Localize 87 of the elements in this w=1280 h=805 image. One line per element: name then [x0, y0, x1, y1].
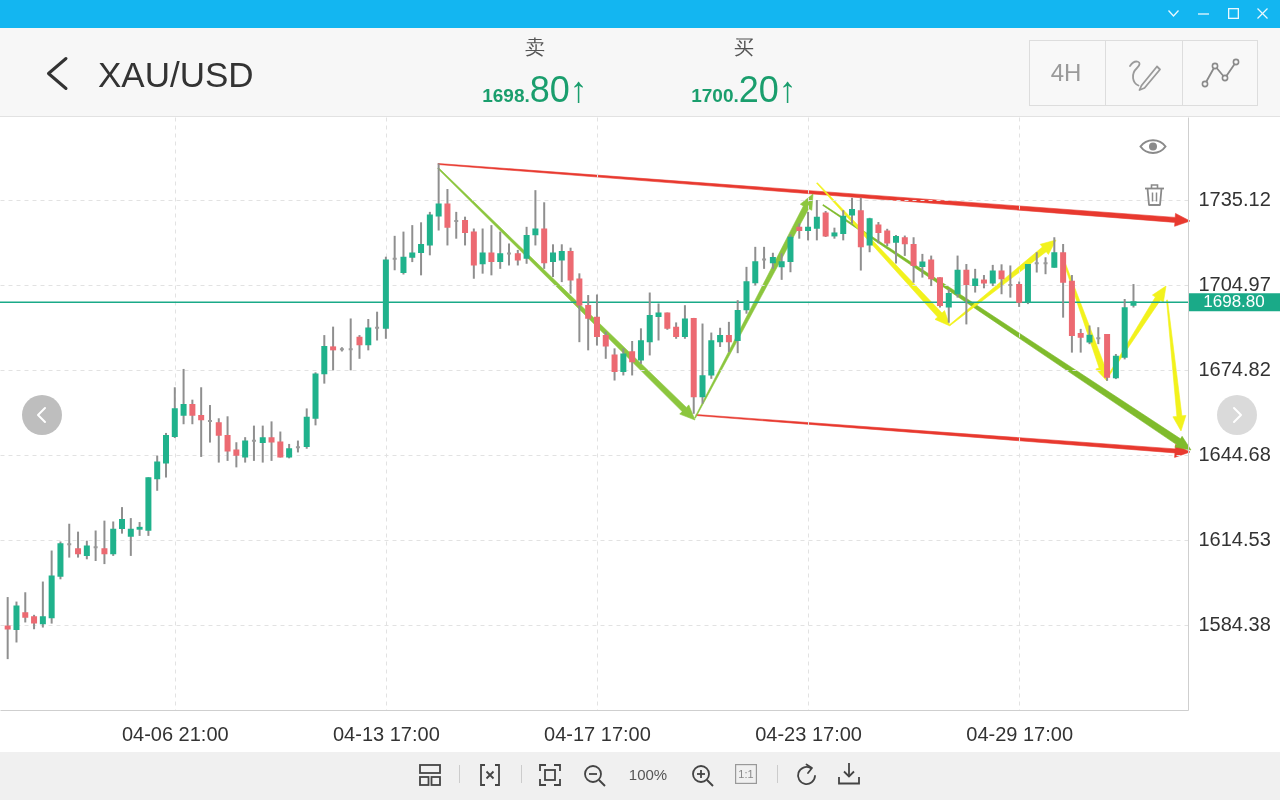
candlestick	[39, 581, 46, 628]
text: 4H	[1050, 59, 1082, 86]
y-tick-label: 1644.68	[1198, 443, 1271, 466]
candlestick	[180, 368, 187, 425]
candlestick	[787, 234, 794, 273]
candlestick	[268, 421, 275, 461]
candlestick	[822, 211, 829, 237]
candlestick	[22, 592, 29, 623]
candlestick	[198, 387, 205, 457]
candlestick	[259, 425, 266, 463]
x-tick-label: 04-06 21:00	[121, 722, 229, 745]
candlestick	[224, 416, 231, 461]
candlestick	[242, 437, 249, 463]
candlestick	[901, 235, 908, 256]
candlestick	[611, 348, 618, 381]
text: 买	[734, 36, 754, 58]
candlestick	[972, 268, 979, 293]
candlestick	[400, 231, 407, 275]
candlestick	[629, 341, 636, 376]
candlestick	[805, 211, 812, 241]
candlestick	[849, 197, 856, 224]
candlestick	[330, 326, 337, 371]
candlestick	[1112, 353, 1119, 380]
candlestick	[699, 323, 706, 404]
y-tick-label: 1735.12	[1198, 188, 1271, 211]
candlestick	[725, 321, 732, 353]
chart-title: XAU/USD	[98, 54, 254, 94]
candlestick	[752, 246, 759, 286]
candlestick	[523, 226, 530, 264]
candlestick	[356, 335, 363, 359]
candlestick	[365, 319, 372, 351]
candlestick	[233, 442, 240, 468]
candlestick	[585, 295, 592, 351]
candlestick	[989, 264, 996, 287]
candlestick	[778, 253, 785, 280]
x-tick-label: 04-13 17:00	[332, 722, 440, 745]
candlestick	[13, 601, 20, 643]
text: 1698.80↑	[482, 69, 588, 110]
candlestick	[101, 520, 108, 565]
x-tick-label: 04-29 17:00	[966, 722, 1074, 745]
y-tick-label: 1674.82	[1198, 358, 1271, 381]
candlestick	[119, 507, 126, 534]
candlestick	[681, 305, 688, 339]
candlestick	[963, 264, 970, 325]
candlestick	[75, 531, 82, 558]
candlestick	[1016, 281, 1023, 307]
candlestick	[637, 328, 644, 364]
candlestick	[919, 253, 926, 278]
candlestick	[1077, 328, 1084, 353]
candlestick	[602, 331, 609, 359]
candlestick	[127, 518, 134, 556]
candlestick	[998, 264, 1005, 295]
candlestick	[110, 521, 117, 556]
candlestick	[444, 189, 451, 246]
y-tick-label: 1584.38	[1198, 613, 1271, 636]
candlestick	[558, 244, 565, 283]
candlestick	[910, 237, 917, 283]
candlestick	[189, 399, 196, 425]
candlestick	[497, 231, 504, 269]
candlestick	[154, 455, 161, 491]
candlestick	[136, 522, 143, 536]
candlestick	[215, 418, 222, 463]
text: 1700.20↑	[691, 69, 797, 110]
candlestick	[813, 200, 820, 241]
y-tick-label: 1614.53	[1198, 528, 1271, 551]
candlestick	[893, 234, 900, 264]
candlestick	[593, 294, 600, 346]
text: 100%	[628, 765, 668, 783]
x-tick-label: 04-17 17:00	[544, 722, 651, 745]
candlestick	[840, 210, 847, 241]
candlestick	[277, 431, 284, 458]
candlestick	[488, 225, 495, 276]
candlestick	[418, 222, 425, 276]
candlestick	[435, 163, 442, 231]
candlestick	[928, 255, 935, 287]
candlestick	[954, 255, 961, 298]
candlestick	[549, 244, 556, 278]
candlestick	[462, 216, 469, 246]
candlestick	[875, 222, 882, 244]
x-tick-label: 04-23 17:00	[755, 722, 862, 745]
candlestick	[532, 190, 539, 246]
candlestick	[620, 348, 627, 376]
candlestick	[479, 228, 486, 274]
candlestick	[409, 225, 416, 263]
text: 卖	[525, 36, 545, 58]
candlestick	[4, 597, 11, 660]
candlestick	[1051, 237, 1058, 268]
